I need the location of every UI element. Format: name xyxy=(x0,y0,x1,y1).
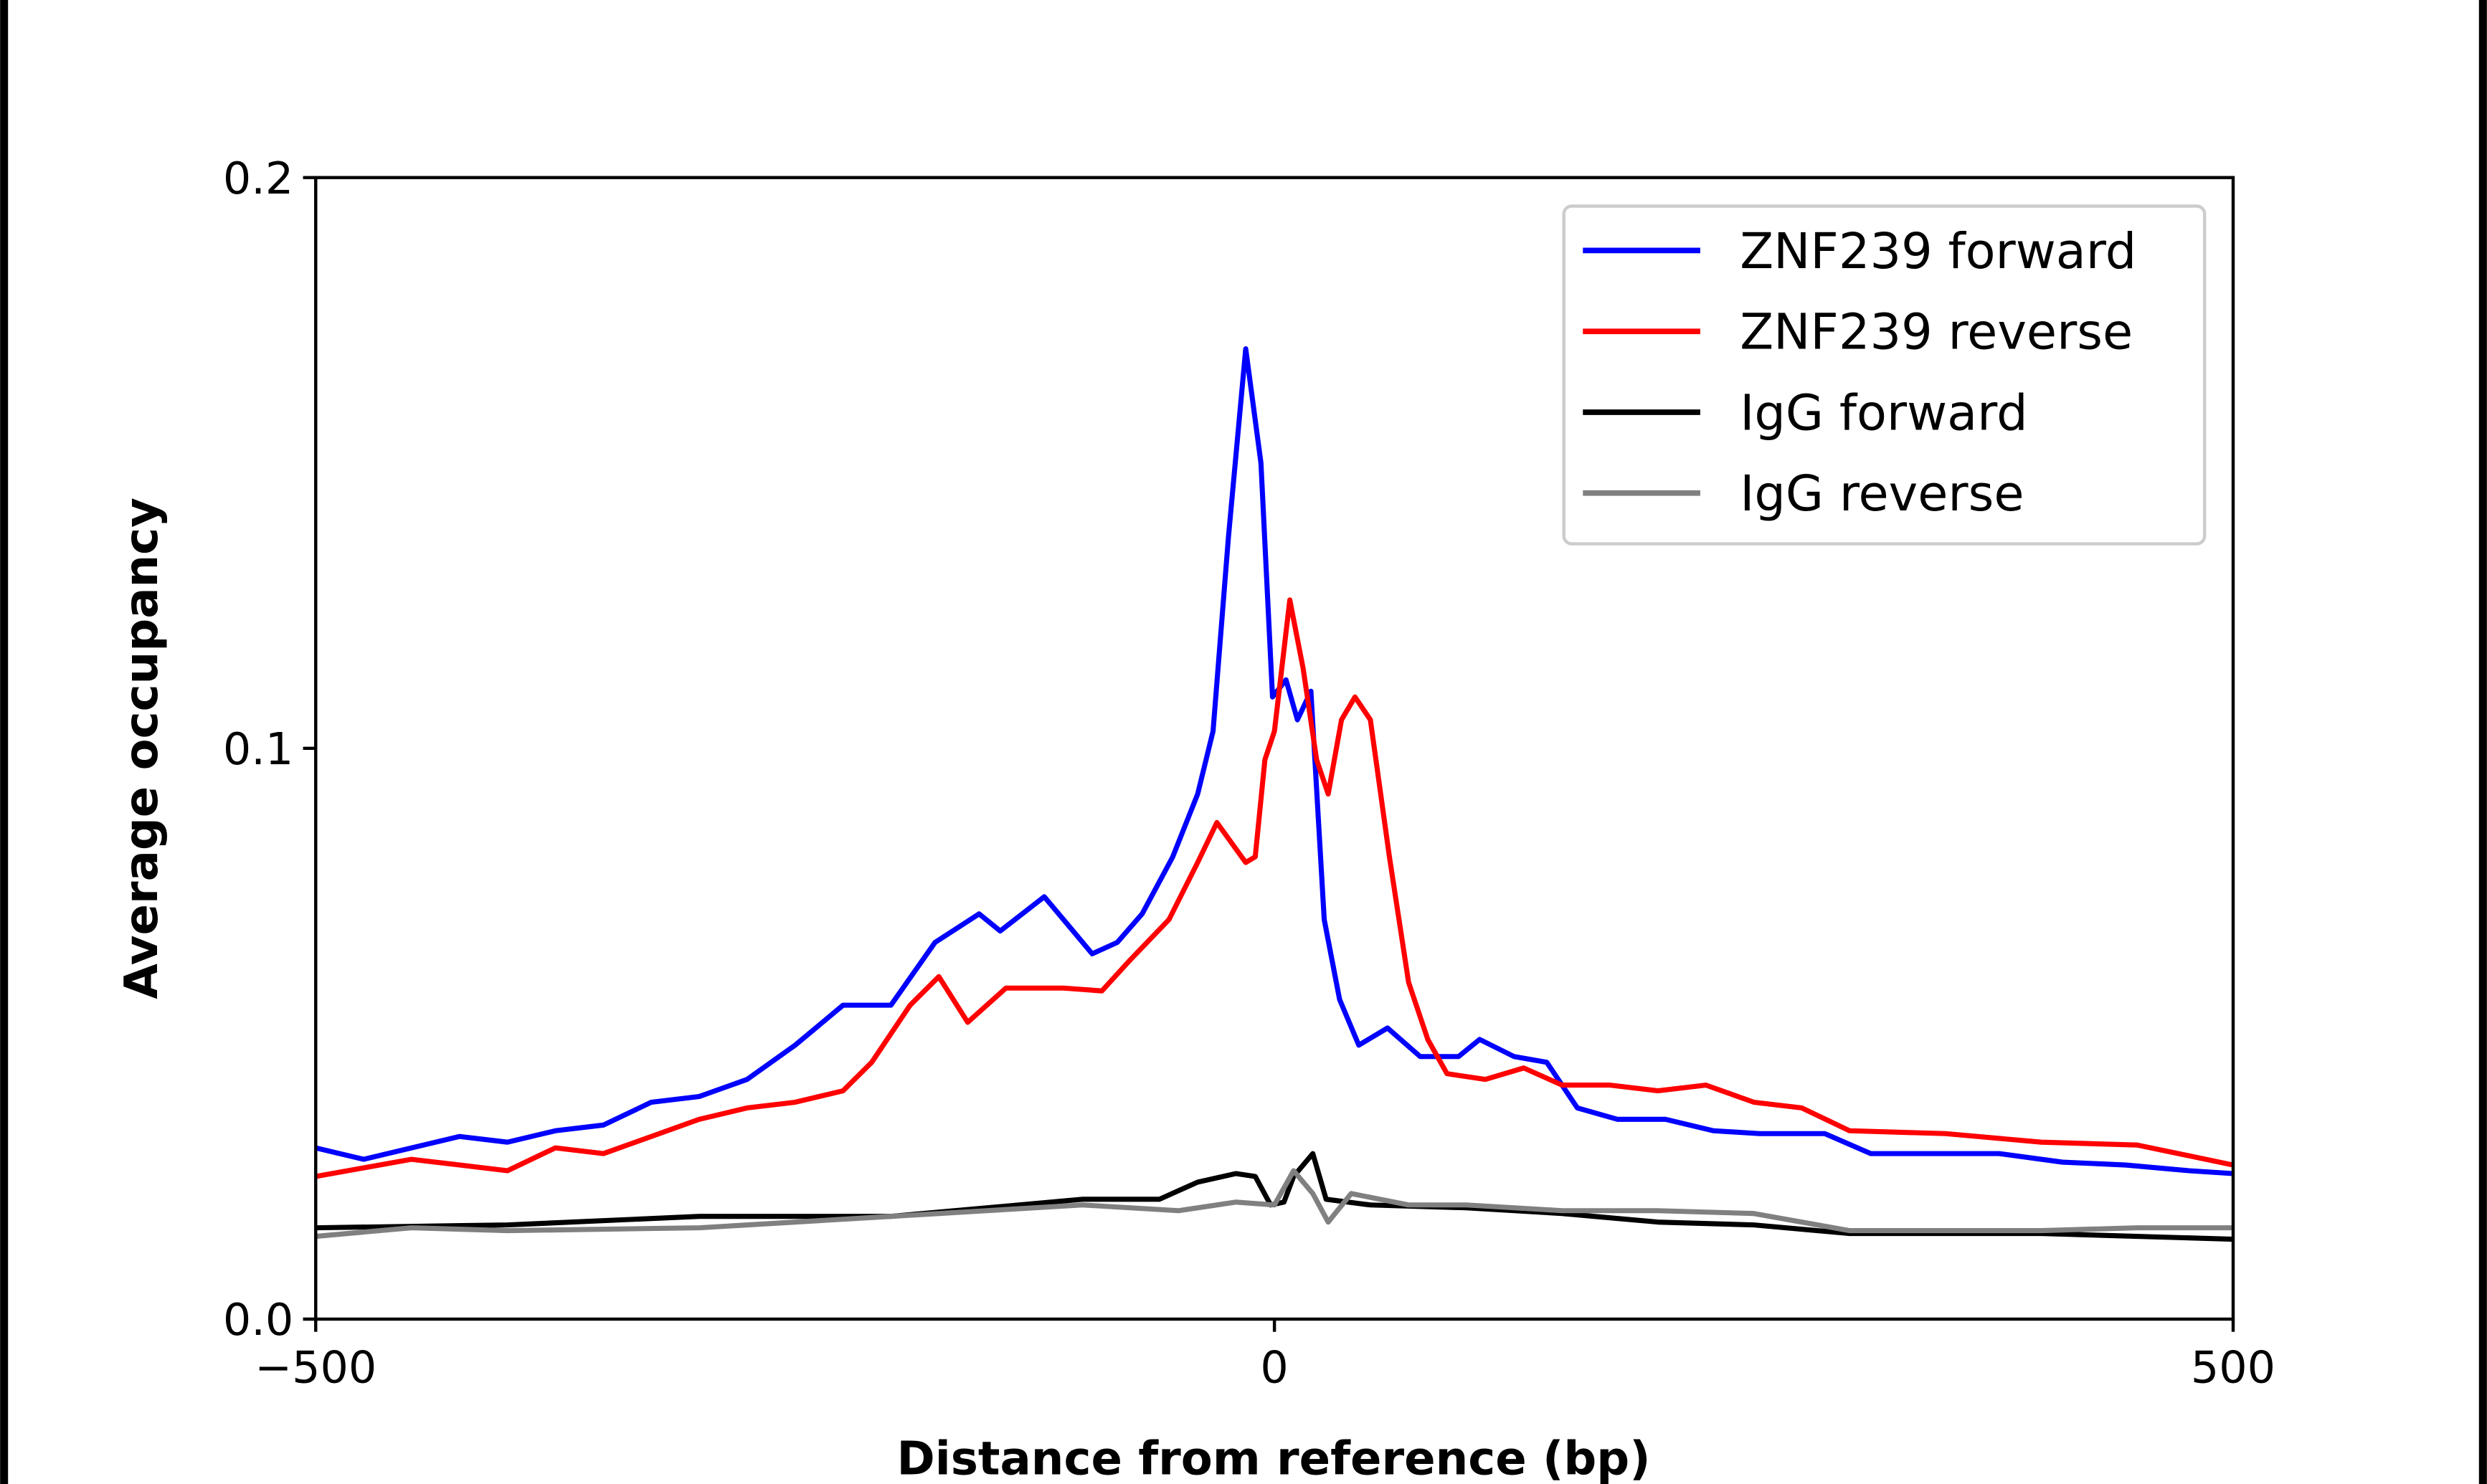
x-tick-label: −500 xyxy=(255,1341,376,1393)
series-line-znf239-forward xyxy=(315,346,2234,1176)
legend-label: ZNF239 reverse xyxy=(1740,304,2133,361)
legend-label: ZNF239 forward xyxy=(1740,223,2136,280)
series-layer xyxy=(315,346,2234,1242)
right-border xyxy=(2478,0,2487,1484)
legend-box xyxy=(1562,204,2207,546)
series-line-igg-reverse xyxy=(315,1168,2234,1240)
series-line-igg-forward xyxy=(316,1151,2234,1242)
left-border xyxy=(0,0,9,1484)
x-axis-label: Distance from reference (bp) xyxy=(897,1432,1651,1484)
y-axis-label: Average occupancy xyxy=(115,498,169,999)
y-tick-label: 0.0 xyxy=(223,1294,293,1346)
y-tick-label: 0.2 xyxy=(223,153,293,204)
legend-label: IgG reverse xyxy=(1740,465,2024,523)
y-tick-label: 0.1 xyxy=(223,723,293,775)
series-line-znf239-reverse xyxy=(315,597,2234,1179)
legend-label: IgG forward xyxy=(1740,384,2027,442)
x-tick-label: 500 xyxy=(2191,1341,2275,1393)
x-tick-label: 0 xyxy=(1260,1341,1288,1393)
legend: ZNF239 forward ZNF239 reverse IgG forward I… xyxy=(1562,204,2207,546)
ticks-layer: −500 0 500 0.0 0.1 0.2 xyxy=(223,153,2275,1394)
